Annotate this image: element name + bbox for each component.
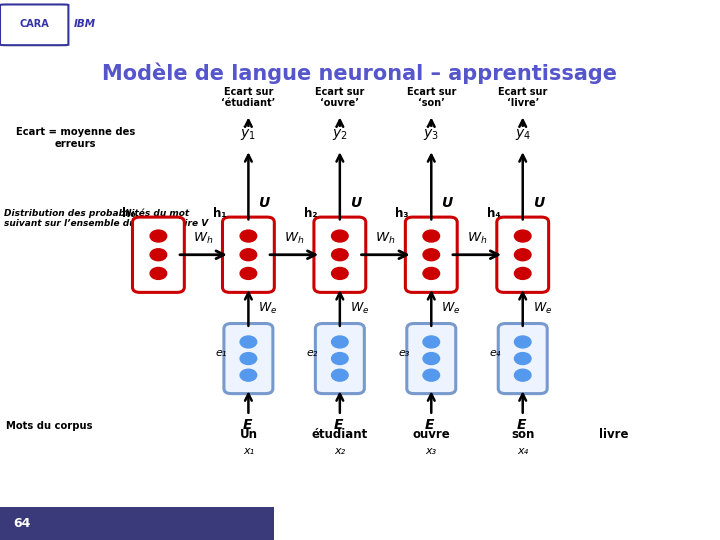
Text: son: son [511, 428, 534, 441]
Text: h₄: h₄ [487, 207, 500, 220]
Text: U: U [441, 195, 453, 210]
Circle shape [240, 267, 257, 279]
Text: U: U [258, 195, 270, 210]
Text: E: E [516, 418, 526, 432]
Text: E: E [333, 418, 343, 432]
FancyBboxPatch shape [498, 323, 547, 394]
Text: IBM: IBM [74, 19, 96, 29]
Text: $W_e$: $W_e$ [258, 300, 278, 315]
Text: E: E [242, 418, 252, 432]
FancyBboxPatch shape [497, 217, 549, 292]
FancyBboxPatch shape [405, 217, 457, 292]
Text: h₀: h₀ [122, 207, 136, 220]
Text: $\widehat{y}_2$: $\widehat{y}_2$ [332, 125, 348, 143]
FancyBboxPatch shape [315, 323, 364, 394]
Text: livre: livre [600, 428, 629, 441]
FancyBboxPatch shape [407, 323, 456, 394]
Text: Ecart = moyenne des
erreurs: Ecart = moyenne des erreurs [16, 127, 135, 148]
Text: Sud Est: Sud Est [126, 17, 185, 31]
Text: $W_e$: $W_e$ [441, 300, 461, 315]
Circle shape [331, 249, 348, 261]
Text: e₃: e₃ [398, 348, 410, 359]
FancyBboxPatch shape [0, 507, 274, 540]
Circle shape [515, 353, 531, 364]
Text: $\widehat{y}_4$: $\widehat{y}_4$ [515, 125, 531, 143]
Text: $\widehat{y}_3$: $\widehat{y}_3$ [423, 125, 439, 143]
Text: e₂: e₂ [307, 348, 318, 359]
Circle shape [331, 353, 348, 364]
Text: U: U [350, 195, 361, 210]
Circle shape [150, 230, 167, 242]
Text: $W_h$: $W_h$ [284, 231, 305, 246]
Circle shape [515, 336, 531, 348]
Text: Mots du corpus: Mots du corpus [6, 421, 92, 431]
Text: x₁: x₁ [243, 446, 254, 456]
Text: e₁: e₁ [215, 348, 227, 359]
Circle shape [423, 369, 440, 381]
Circle shape [423, 249, 440, 261]
Circle shape [423, 353, 440, 364]
Text: e₄: e₄ [490, 348, 501, 359]
Text: Modèle de langue neuronal – apprentissage: Modèle de langue neuronal – apprentissag… [102, 63, 618, 84]
FancyBboxPatch shape [132, 217, 184, 292]
FancyBboxPatch shape [224, 323, 273, 394]
Text: $W_h$: $W_h$ [375, 231, 396, 246]
Circle shape [150, 267, 167, 279]
Text: CARA: CARA [19, 19, 50, 29]
Circle shape [423, 267, 440, 279]
Text: Intelligence Artificielle – Réseaux neuronaux: Intelligence Artificielle – Réseaux neur… [228, 17, 578, 31]
Circle shape [423, 230, 440, 242]
Circle shape [515, 249, 531, 261]
Text: h₁: h₁ [212, 207, 226, 220]
Text: Ecart sur
‘ouvre’: Ecart sur ‘ouvre’ [315, 87, 364, 109]
Circle shape [240, 353, 257, 364]
Text: $\widehat{y}_1$: $\widehat{y}_1$ [240, 125, 256, 143]
Circle shape [240, 230, 257, 242]
Circle shape [331, 267, 348, 279]
Text: 23-06-2020: 23-06-2020 [630, 517, 698, 530]
Circle shape [240, 336, 257, 348]
Circle shape [150, 249, 167, 261]
Circle shape [515, 267, 531, 279]
Text: Ecart sur
‘son’: Ecart sur ‘son’ [407, 87, 456, 109]
Text: x₂: x₂ [334, 446, 346, 456]
Circle shape [331, 369, 348, 381]
Circle shape [331, 336, 348, 348]
Text: 64: 64 [13, 517, 30, 530]
Text: x₃: x₃ [426, 446, 437, 456]
Text: Ecart sur
‘étudiant’: Ecart sur ‘étudiant’ [221, 87, 276, 109]
Circle shape [240, 369, 257, 381]
Text: Distribution des probabilités du mot
suivant sur l’ensemble du vocabulaire V: Distribution des probabilités du mot sui… [4, 208, 208, 228]
Text: $W_h$: $W_h$ [467, 231, 487, 246]
Circle shape [240, 249, 257, 261]
Text: U: U [533, 195, 544, 210]
Text: x₄: x₄ [517, 446, 528, 456]
FancyBboxPatch shape [222, 217, 274, 292]
Text: Un: Un [239, 428, 258, 441]
Text: Jean-Jacques Legoll: Jean-Jacques Legoll [303, 517, 417, 530]
Circle shape [515, 230, 531, 242]
FancyBboxPatch shape [0, 3, 125, 46]
Circle shape [331, 230, 348, 242]
Text: $W_h$: $W_h$ [193, 231, 214, 246]
Text: h₂: h₂ [304, 207, 318, 220]
Text: h₃: h₃ [395, 207, 409, 220]
Text: $W_e$: $W_e$ [533, 300, 552, 315]
Text: $W_e$: $W_e$ [350, 300, 369, 315]
Text: ouvre: ouvre [413, 428, 450, 441]
Circle shape [423, 336, 440, 348]
Text: E: E [425, 418, 435, 432]
FancyBboxPatch shape [314, 217, 366, 292]
Text: Ecart sur
‘livre’: Ecart sur ‘livre’ [498, 87, 547, 109]
Text: étudiant: étudiant [312, 428, 368, 441]
Circle shape [515, 369, 531, 381]
FancyBboxPatch shape [0, 4, 68, 45]
